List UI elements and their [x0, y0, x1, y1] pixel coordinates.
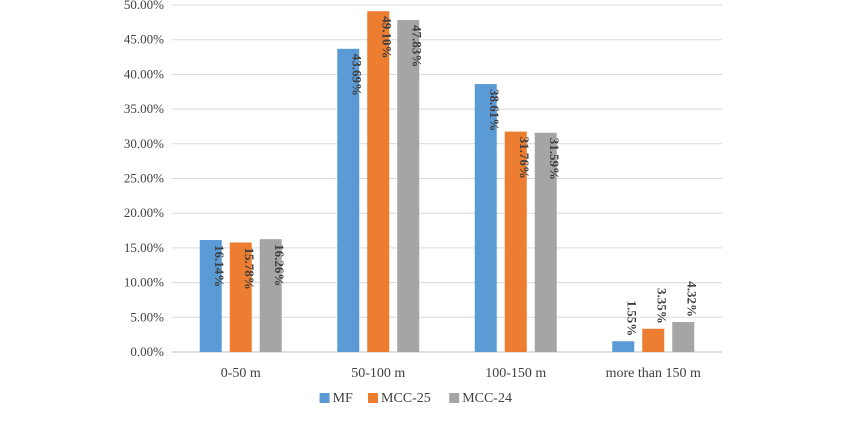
- x-category-label: 100-150 m: [485, 366, 546, 381]
- data-label: 3.35%: [654, 288, 669, 324]
- y-tick-label: 20.00%: [124, 205, 164, 220]
- bar-mcc-24: [259, 239, 282, 352]
- y-tick-label: 30.00%: [124, 136, 164, 151]
- data-label: 38.61%: [487, 89, 502, 131]
- data-label: 47.83%: [409, 25, 424, 67]
- bar-mcc-24: [534, 132, 557, 352]
- x-category-label: more than 150 m: [606, 366, 701, 381]
- data-label: 43.69%: [349, 54, 364, 96]
- data-label: 49.10%: [379, 16, 394, 58]
- bar-mf: [612, 341, 635, 352]
- data-labels: 16.14% 15.78% 16.26% 43.69% 49.10% 47.83% 38.6…: [212, 16, 700, 336]
- y-tick-label: 5.00%: [130, 309, 164, 324]
- data-label: 16.14%: [212, 245, 227, 287]
- bar-mf: [199, 239, 222, 352]
- bar-mf: [474, 84, 497, 352]
- legend-swatch-mcc-24: [449, 393, 460, 403]
- bar-mcc-25: [367, 11, 390, 352]
- bar-mcc-25: [642, 328, 665, 352]
- y-tick-label: 0.00%: [130, 344, 164, 359]
- y-tick-label: 10.00%: [124, 275, 164, 290]
- bar-mcc-25: [504, 131, 527, 352]
- legend-label: MF: [333, 391, 353, 406]
- data-label: 1.55%: [624, 300, 639, 336]
- legend-label: MCC-24: [462, 391, 512, 406]
- data-label: 31.59%: [547, 138, 562, 180]
- y-tick-label: 40.00%: [124, 66, 164, 81]
- data-label: 4.32%: [684, 281, 699, 317]
- y-tick-label: 35.00%: [124, 101, 164, 116]
- bar-mf: [337, 48, 360, 352]
- legend-swatch-mf: [319, 393, 330, 403]
- x-category-label: 50-100 m: [351, 366, 405, 381]
- bar-mcc-24: [672, 322, 695, 352]
- legend-swatch-mcc-25: [368, 393, 378, 403]
- data-label: 31.76%: [517, 137, 532, 179]
- y-tick-label: 45.00%: [124, 32, 164, 47]
- data-label: 16.26%: [272, 244, 287, 286]
- bar-mcc-25: [229, 242, 252, 352]
- y-tick-label: 25.00%: [124, 171, 164, 186]
- data-label: 15.78%: [242, 247, 257, 289]
- x-axis-categories: 0-50 m 50-100 m 100-150 m more than 150 m: [221, 366, 701, 381]
- legend: MF MCC-25 MCC-24: [319, 391, 512, 406]
- y-axis-ticks: 0.00% 5.00% 10.00% 15.00% 20.00% 25.00% 30.00%…: [124, 0, 164, 359]
- y-tick-label: 15.00%: [124, 240, 164, 255]
- y-tick-label: 50.00%: [124, 0, 164, 12]
- legend-label: MCC-25: [381, 391, 431, 406]
- bar-mcc-24: [397, 20, 420, 352]
- bars: [199, 11, 695, 352]
- x-category-label: 0-50 m: [221, 366, 261, 381]
